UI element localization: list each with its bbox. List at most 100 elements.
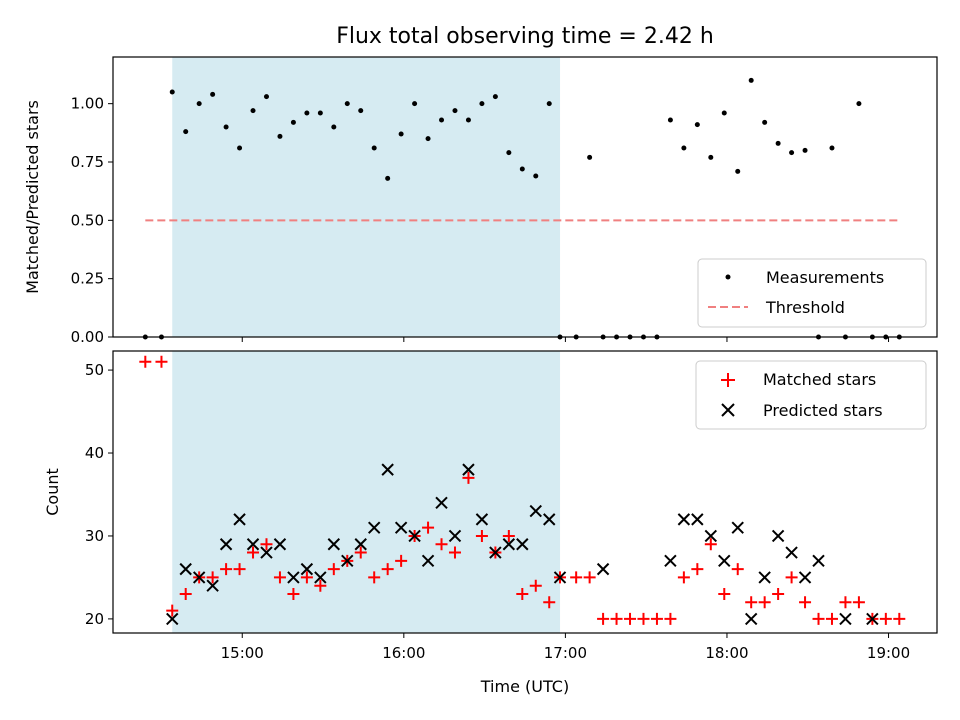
predicted-stars-point xyxy=(731,521,744,534)
matched-stars-point xyxy=(448,546,461,559)
measurement-point xyxy=(762,119,768,125)
matched-stars-point xyxy=(839,596,852,609)
measurement-point xyxy=(789,150,795,156)
predicted-stars-point xyxy=(812,554,825,568)
measurement-point xyxy=(196,101,202,107)
y-tick-label: 0.25 xyxy=(71,270,104,288)
bottom-marks xyxy=(139,355,906,626)
matched-stars-point xyxy=(220,563,233,576)
matched-stars-point xyxy=(354,546,367,559)
measurement-point xyxy=(519,166,525,172)
predicted-stars-point xyxy=(677,513,691,526)
measurement-point xyxy=(735,168,741,174)
matched-stars-point xyxy=(624,612,637,625)
predicted-stars-point xyxy=(341,554,354,568)
measurement-point xyxy=(412,101,418,107)
matched-stars-point xyxy=(395,554,408,567)
matched-stars-point xyxy=(381,563,394,576)
top-y-axis-label: Matched/Predicted stars xyxy=(23,100,42,294)
predicted-stars-point xyxy=(260,546,273,559)
predicted-stars-point xyxy=(744,612,758,626)
matched-stars-point xyxy=(273,571,286,584)
matched-stars-point xyxy=(610,612,623,625)
bottom-ticks: 20 30 40 50 15:00 16:00 17:00 18:00 19:00 xyxy=(85,361,910,662)
matched-stars-point xyxy=(139,355,152,368)
matched-stars-point xyxy=(206,571,219,584)
measurement-point xyxy=(331,124,337,130)
matched-stars-point xyxy=(772,588,785,601)
predicted-stars-point xyxy=(287,571,300,584)
y-tick-label: 0.00 xyxy=(71,328,104,346)
measurement-point xyxy=(304,110,310,116)
matched-stars-point xyxy=(247,546,260,559)
legend-predicted-label: Predicted stars xyxy=(763,401,883,420)
matched-stars-point xyxy=(543,596,556,609)
matched-stars-point xyxy=(893,612,906,625)
measurement-point xyxy=(721,110,727,116)
measurement-point xyxy=(290,119,296,125)
predicted-stars-point xyxy=(475,513,489,526)
measurement-point xyxy=(829,145,835,151)
matched-stars-point xyxy=(435,538,448,551)
y-tick-label: 0.50 xyxy=(71,211,104,229)
matched-stars-point xyxy=(758,596,771,609)
matched-stars-point xyxy=(462,471,475,484)
predicted-stars-point xyxy=(664,554,677,568)
predicted-stars-point xyxy=(771,529,785,543)
measurement-point xyxy=(465,117,471,123)
bottom-legend-box xyxy=(695,360,927,430)
measurement-point xyxy=(169,89,175,95)
predicted-stars-point xyxy=(381,463,394,476)
measurement-point xyxy=(667,117,673,123)
predicted-stars-point xyxy=(553,571,567,584)
matched-stars-point xyxy=(825,612,838,625)
matched-stars-point xyxy=(422,521,435,534)
matched-stars-point xyxy=(691,563,704,576)
predicted-stars-point xyxy=(718,554,731,568)
matched-stars-point xyxy=(570,571,583,584)
measurement-point xyxy=(237,145,243,151)
predicted-stars-point xyxy=(206,579,219,592)
predicted-stars-point xyxy=(394,521,408,534)
measurement-point xyxy=(344,101,350,107)
matched-stars-point xyxy=(166,604,179,617)
x-tick-label: 15:00 xyxy=(221,644,264,662)
measurement-point xyxy=(587,154,593,160)
measurement-point xyxy=(183,129,189,135)
top-panel-frame xyxy=(112,56,938,338)
x-tick-label: 16:00 xyxy=(382,644,425,662)
matched-stars-point xyxy=(677,571,690,584)
measurement-point xyxy=(385,175,391,181)
predicted-stars-point xyxy=(516,538,529,551)
predicted-stars-point xyxy=(502,538,516,551)
measurement-point xyxy=(802,147,808,153)
legend-predicted-marker xyxy=(721,403,735,417)
matched-stars-point xyxy=(731,563,744,576)
matched-stars-point xyxy=(300,571,313,584)
matched-stars-point xyxy=(475,529,488,542)
measurement-point xyxy=(708,154,714,160)
predicted-stars-point xyxy=(462,463,475,476)
measurement-point xyxy=(223,124,229,130)
top-panel-shade xyxy=(172,57,561,337)
predicted-stars-point xyxy=(166,612,179,626)
measurement-point xyxy=(263,94,269,100)
y-tick-label: 20 xyxy=(85,610,104,628)
measurement-point xyxy=(210,91,216,97)
measurement-point xyxy=(398,131,404,137)
predicted-stars-point xyxy=(421,554,435,568)
matched-stars-point xyxy=(583,571,596,584)
matched-stars-point xyxy=(718,588,731,601)
predicted-stars-point xyxy=(529,504,542,518)
predicted-stars-point xyxy=(543,513,556,526)
matched-stars-point xyxy=(502,529,515,542)
matched-stars-point xyxy=(155,355,168,368)
measurement-point xyxy=(681,145,687,151)
legend-threshold-label: Threshold xyxy=(765,298,845,317)
predicted-stars-point xyxy=(435,496,448,509)
predicted-stars-point xyxy=(758,571,771,584)
y-tick-label: 0.75 xyxy=(71,153,104,171)
measurement-point xyxy=(371,145,377,151)
matched-stars-point xyxy=(368,571,381,584)
predicted-stars-point xyxy=(596,562,610,576)
